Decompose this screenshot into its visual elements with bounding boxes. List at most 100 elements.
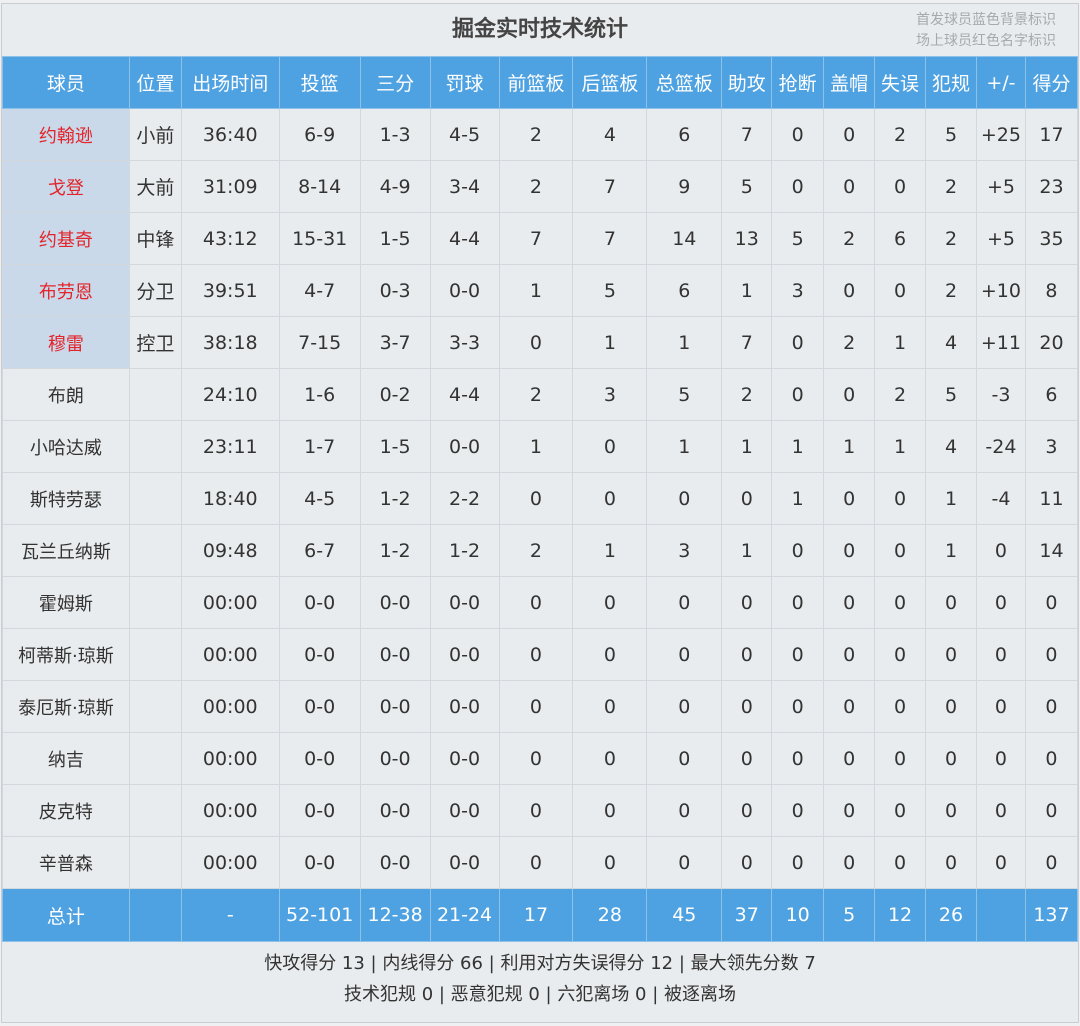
stat-cell: 2-2 [429,472,500,525]
column-header[interactable]: 犯规 [925,56,977,109]
total-cell: 37 [721,888,773,942]
stat-cell: 0 [721,472,773,525]
player-name[interactable]: 斯特劳瑟 [2,472,130,525]
stat-cell: 0 [771,680,825,733]
stat-cell: 0 [925,628,977,681]
stat-cell: 3 [646,524,723,577]
stat-cell: +11 [975,316,1026,369]
stat-cell: -24 [975,420,1026,473]
player-name[interactable]: 小哈达威 [2,420,130,473]
stat-cell: 1 [721,524,773,577]
player-name[interactable]: 布朗 [2,368,130,421]
player-name[interactable]: 约翰逊 [2,108,130,161]
stat-cell: 0 [975,732,1026,785]
stat-cell: 3-7 [359,316,431,369]
stat-cell: 控卫 [128,316,182,369]
player-name[interactable]: 穆雷 [2,316,130,369]
stat-cell: 14 [646,212,723,265]
stat-cell: 1-7 [278,420,361,473]
legend-note: 首发球员蓝色背景标识 场上球员红色名字标识 [916,10,1056,52]
column-header[interactable]: +/- [975,56,1026,109]
column-header[interactable]: 罚球 [429,56,500,109]
stat-cell: 1 [721,420,773,473]
stat-cell: 35 [1024,212,1079,265]
player-name[interactable]: 柯蒂斯·琼斯 [2,628,130,681]
column-header[interactable]: 助攻 [721,56,773,109]
stat-cell: 0-0 [278,628,361,681]
stat-cell: 4-5 [278,472,361,525]
stat-cell: 0-0 [429,264,500,317]
stat-cell: 0 [823,524,876,577]
column-header[interactable]: 位置 [128,56,182,109]
stat-cell: 4-7 [278,264,361,317]
stats-panel: 掘金实时技术统计 首发球员蓝色背景标识 场上球员红色名字标识 球员 位置 出场时间投… [1,3,1079,1023]
table-row: 斯特劳瑟 18:40 4-5 1-2 2-2 0 0 0 0 1 0 0 1 -4 11 [2,472,1079,525]
stat-cell: 0 [646,784,723,837]
stat-cell: 1 [771,472,825,525]
stat-cell [128,420,182,473]
player-name[interactable]: 辛普森 [2,836,130,889]
stat-cell: 0 [1024,680,1079,733]
stat-cell: 0 [771,784,825,837]
total-cell [975,888,1026,942]
stat-cell: 0 [823,628,876,681]
stat-cell: 0 [572,784,648,837]
player-name[interactable]: 霍姆斯 [2,576,130,629]
player-name[interactable]: 皮克特 [2,784,130,837]
player-name[interactable]: 约基奇 [2,212,130,265]
stat-cell: 0 [823,576,876,629]
stat-cell: 0-2 [359,368,431,421]
player-name[interactable]: 布劳恩 [2,264,130,317]
stat-cell: 0 [823,264,876,317]
stat-cell [128,680,182,733]
stat-cell: 0 [874,628,927,681]
stat-cell: 0 [771,316,825,369]
stat-cell: 3-3 [429,316,500,369]
stat-cell: 0 [646,628,723,681]
stat-cell: 2 [498,108,574,161]
total-cell: 52-101 [278,888,361,942]
stat-cell: 1-5 [359,212,431,265]
table-row: 霍姆斯 00:00 0-0 0-0 0-0 0 0 0 0 0 0 0 0 0 0 [2,576,1079,629]
column-header[interactable]: 三分 [359,56,431,109]
player-name[interactable]: 泰厄斯·琼斯 [2,680,130,733]
stat-cell: 0 [874,160,927,213]
column-header[interactable]: 得分 [1024,56,1079,109]
player-name[interactable]: 纳吉 [2,732,130,785]
column-header[interactable]: 前篮板 [498,56,574,109]
total-cell: 21-24 [429,888,500,942]
player-name[interactable]: 瓦兰丘纳斯 [2,524,130,577]
table-row: 约翰逊 小前 36:40 6-9 1-3 4-5 2 4 6 7 0 0 2 5 +25 17 [2,108,1079,161]
stat-cell: 5 [771,212,825,265]
page-title: 掘金实时技术统计 [451,17,628,42]
stat-cell: 0 [823,680,876,733]
stat-cell: 0 [572,628,648,681]
column-header[interactable]: 后篮板 [572,56,648,109]
stat-cell: 1-5 [359,420,431,473]
stat-cell: 00:00 [180,732,280,785]
table-row: 布朗 24:10 1-6 0-2 4-4 2 3 5 2 0 0 2 5 -3 6 [2,368,1079,421]
stat-cell: 0 [975,576,1026,629]
total-cell: 137 [1024,888,1079,942]
stat-cell: 0 [874,576,927,629]
stat-cell: 0 [771,732,825,785]
stat-cell: 1-6 [278,368,361,421]
column-header[interactable]: 总篮板 [646,56,723,109]
stat-cell: 0 [1024,576,1079,629]
stat-cell [128,368,182,421]
stat-cell: 31:09 [180,160,280,213]
stat-cell: -4 [975,472,1026,525]
column-header[interactable]: 球员 [2,56,130,109]
player-name[interactable]: 戈登 [2,160,130,213]
stat-cell [128,836,182,889]
stat-cell: +10 [975,264,1026,317]
stat-cell: 1 [498,420,574,473]
column-header[interactable]: 抢断 [771,56,825,109]
column-header[interactable]: 出场时间 [180,56,280,109]
column-header[interactable]: 盖帽 [823,56,876,109]
stat-cell: 0 [823,784,876,837]
stat-cell: 4 [572,108,648,161]
column-header[interactable]: 失误 [874,56,927,109]
stat-cell: 2 [874,368,927,421]
column-header[interactable]: 投篮 [278,56,361,109]
